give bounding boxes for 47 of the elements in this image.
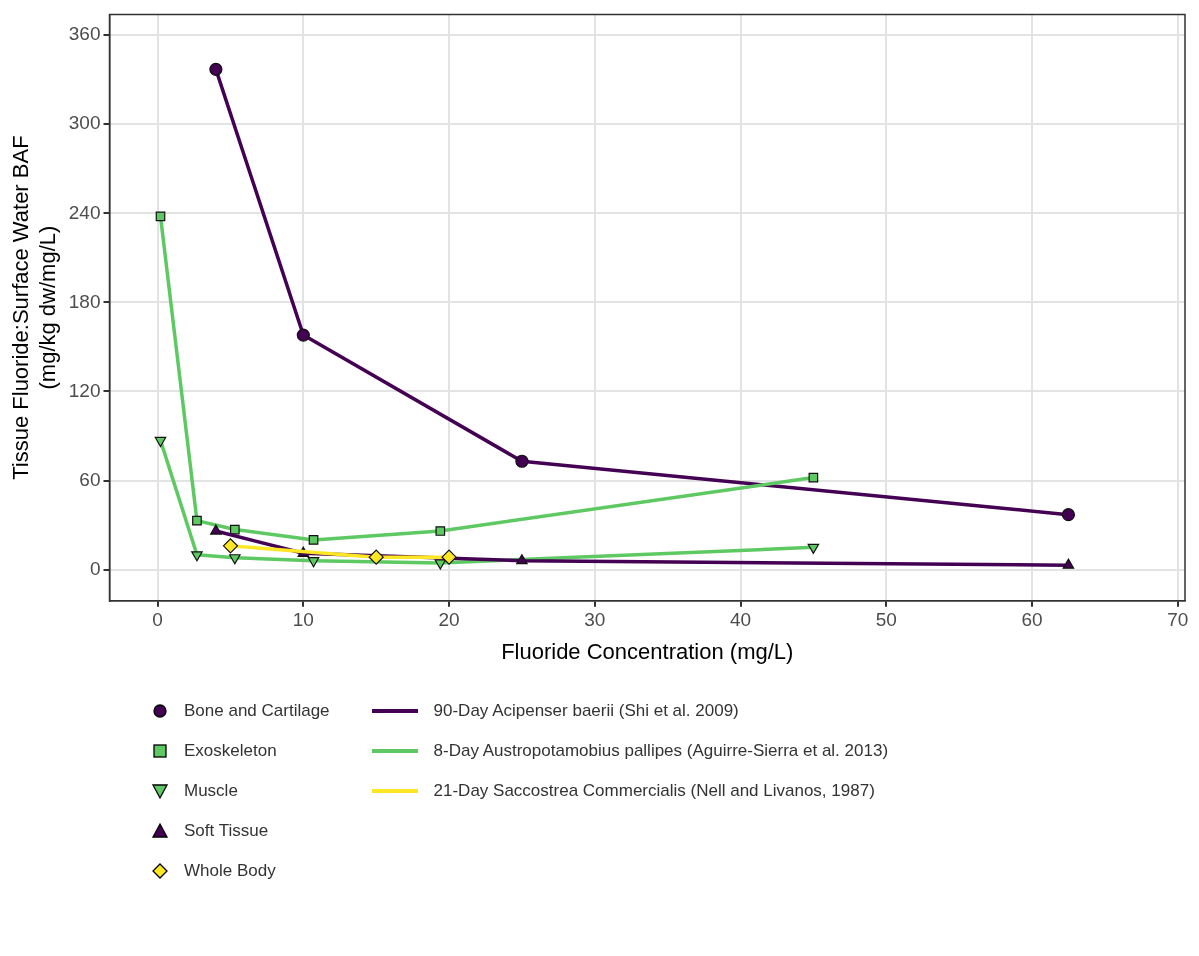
y-tick-label: 180 xyxy=(68,290,101,312)
point xyxy=(807,543,820,554)
point xyxy=(307,557,320,568)
point xyxy=(191,551,203,562)
point xyxy=(192,515,202,526)
y-tick-label: 300 xyxy=(68,112,101,134)
legend-label: Soft Tissue xyxy=(184,821,269,841)
x-tick-label: 60 xyxy=(1021,609,1043,631)
point xyxy=(1062,558,1075,569)
x-tick-label: 70 xyxy=(1167,609,1189,631)
point xyxy=(229,524,240,535)
point xyxy=(434,559,447,570)
point xyxy=(368,549,384,565)
x-tick-label: 20 xyxy=(438,609,460,631)
point xyxy=(296,328,310,342)
legend-label: 90-Day Acipenser baerii (Shi et al. 2009) xyxy=(433,701,739,721)
y-axis-title: Tissue Fluoride:Surface Water BAF (mg/kg dw/mg/L) xyxy=(8,135,60,480)
x-tick-label: 40 xyxy=(729,609,752,631)
point xyxy=(441,549,457,565)
point xyxy=(808,472,819,483)
x-tick-label: 30 xyxy=(584,609,606,631)
point xyxy=(435,526,446,536)
point xyxy=(515,454,529,468)
y-tick-label: 0 xyxy=(89,557,101,579)
legend-label: 21-Day Saccostrea Commercialis (Nell and Livanos, 1987) xyxy=(433,781,875,801)
y-tick-label: 60 xyxy=(79,468,101,490)
y-tick-label: 240 xyxy=(68,201,101,223)
point xyxy=(1061,508,1076,522)
point xyxy=(155,211,166,222)
point xyxy=(210,524,222,535)
legend-label: 8-Day Austropotamobius pallipes (Aguirre-Sierra et al. 2013) xyxy=(433,741,889,761)
legend-label: Whole Body xyxy=(184,861,276,881)
legend-label: Bone and Cartilage xyxy=(184,701,330,721)
point xyxy=(154,436,167,448)
legend-label: Exoskeleton xyxy=(184,741,277,761)
x-tick-label: 0 xyxy=(152,609,163,631)
legend-label: Muscle xyxy=(184,781,238,801)
point xyxy=(229,554,241,565)
point xyxy=(308,535,319,545)
point xyxy=(209,62,223,76)
x-tick-label: 50 xyxy=(875,609,897,631)
y-tick-label: 120 xyxy=(68,379,101,401)
point xyxy=(516,554,528,565)
x-tick-label: 10 xyxy=(292,609,314,631)
y-tick-label: 360 xyxy=(68,23,101,45)
x-axis-title: Fluoride Concentration (mg/L) xyxy=(501,638,794,664)
point xyxy=(222,538,239,554)
